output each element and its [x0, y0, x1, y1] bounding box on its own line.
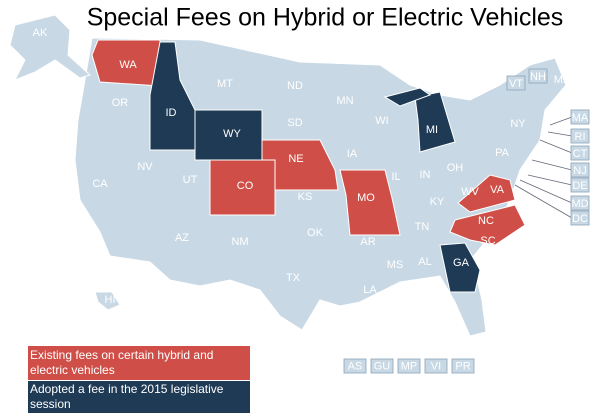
state-label: UT [183, 174, 198, 186]
state-label: ME [554, 74, 571, 86]
state-label: IL [391, 171, 400, 183]
connector [514, 184, 573, 219]
territory-label: GU [374, 360, 391, 372]
connector [547, 131, 573, 137]
state-label: TX [286, 272, 301, 284]
territory-box [424, 358, 448, 374]
state-shape [261, 139, 339, 191]
state-box [570, 128, 590, 144]
state-label: DC [572, 213, 588, 225]
connector [531, 159, 573, 171]
title: Special Fees on Hybrid or Electric Vehic… [87, 4, 564, 32]
state-label: NC [478, 215, 494, 227]
legend-text: Existing fees on certain hybrid and elec… [30, 348, 214, 377]
state-label: MS [387, 259, 404, 271]
legend-text: Adopted a fee in the 2015 legislative se… [30, 382, 224, 411]
state-label: SC [480, 235, 495, 247]
state-label: AR [360, 236, 375, 248]
state-label: FL [482, 302, 495, 314]
state-label: ID [166, 107, 177, 119]
state-label: NY [510, 118, 526, 130]
state-shape [339, 169, 401, 236]
territory-label: VI [431, 360, 441, 372]
territory-label: PR [455, 360, 470, 372]
hawaii [94, 291, 121, 311]
state-label: HI [105, 294, 116, 306]
territory-label: MP [401, 360, 418, 372]
state-shape [439, 242, 481, 293]
state-label: MT [217, 78, 233, 90]
state-label: WV [461, 186, 479, 198]
state-label: ND [287, 80, 303, 92]
state-box [570, 210, 590, 226]
state-label: WI [375, 115, 388, 127]
state-label: WY [223, 128, 241, 140]
state-label: LA [363, 284, 377, 296]
state-label: MO [357, 192, 375, 204]
state-shape [383, 87, 432, 107]
state-box [570, 162, 590, 178]
state-label: OR [112, 97, 129, 109]
state-box [570, 145, 590, 161]
alaska [9, 14, 91, 81]
state-label: VA [490, 184, 505, 196]
state-label: KS [298, 191, 313, 203]
state-label: KY [430, 196, 445, 208]
territory-box [343, 358, 367, 374]
state-label: NV [137, 161, 153, 173]
state-label: PA [495, 147, 510, 159]
legend-item: Adopted a fee in the 2015 legislative se… [30, 382, 224, 411]
connector [519, 179, 573, 204]
legend-swatch [28, 346, 250, 380]
state-box [570, 177, 590, 193]
state-shape [91, 39, 161, 87]
state-label: MD [571, 198, 588, 210]
state-label: AZ [175, 232, 189, 244]
state-label: OH [447, 162, 464, 174]
territory-label: AS [348, 360, 363, 372]
state-box [528, 68, 548, 84]
state-label: CT [573, 148, 588, 160]
state-label: RI [575, 131, 586, 143]
state-label: MA [572, 112, 589, 124]
state-label: NJ [573, 165, 586, 177]
connectors [514, 116, 573, 219]
state-label: VT [509, 78, 523, 90]
state-label: IN [420, 169, 431, 181]
state-box [570, 109, 590, 125]
state-shape [449, 204, 526, 246]
territory-box [370, 358, 394, 374]
state-label: NH [530, 71, 546, 83]
state-label: MN [336, 95, 353, 107]
state-box [506, 75, 526, 91]
state-label: AK [33, 27, 48, 39]
territory-box [397, 358, 421, 374]
state-label: DE [572, 180, 587, 192]
state-label: NM [231, 236, 248, 248]
state-label: NE [288, 153, 303, 165]
state-label: CA [92, 178, 108, 190]
legend-item: Existing fees on certain hybrid and elec… [30, 348, 214, 377]
state-shape [457, 174, 516, 213]
state-label: WA [119, 59, 137, 71]
state-label: IA [347, 148, 358, 160]
connector [549, 116, 573, 126]
state-shape [194, 109, 263, 161]
state-label: GA [453, 257, 470, 269]
connector [527, 174, 573, 186]
state-label: CO [237, 180, 254, 192]
labels: WA CO NE MO VA NC ID WY MI GA AK OR MT ND MN SD WI NY ME PA… [33, 27, 590, 374]
territory-box [451, 358, 475, 374]
legend-swatch [28, 381, 250, 413]
state-label: OK [307, 227, 324, 239]
state-shape [414, 91, 456, 153]
state-label: AL [418, 256, 431, 268]
state-box [570, 195, 590, 211]
connector [539, 139, 573, 154]
states [91, 39, 526, 293]
state-label: TN [415, 221, 430, 233]
state-label: MI [426, 124, 438, 136]
state-label: SD [287, 117, 302, 129]
